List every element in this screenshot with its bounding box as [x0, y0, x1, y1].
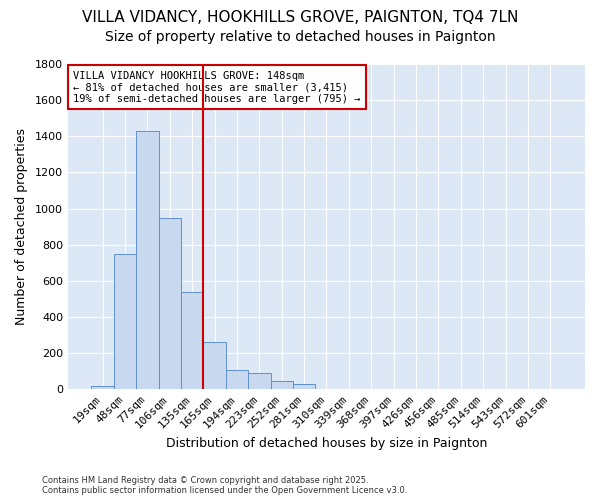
- X-axis label: Distribution of detached houses by size in Paignton: Distribution of detached houses by size …: [166, 437, 487, 450]
- Bar: [181, 292, 203, 390]
- Bar: [293, 384, 315, 390]
- Bar: [136, 131, 158, 390]
- Bar: [248, 373, 271, 390]
- Bar: [158, 218, 181, 390]
- Bar: [114, 254, 136, 390]
- Text: VILLA VIDANCY, HOOKHILLS GROVE, PAIGNTON, TQ4 7LN: VILLA VIDANCY, HOOKHILLS GROVE, PAIGNTON…: [82, 10, 518, 25]
- Text: VILLA VIDANCY HOOKHILLS GROVE: 148sqm
← 81% of detached houses are smaller (3,41: VILLA VIDANCY HOOKHILLS GROVE: 148sqm ← …: [73, 70, 361, 104]
- Bar: [338, 389, 360, 390]
- Bar: [203, 342, 226, 390]
- Bar: [271, 382, 293, 390]
- Bar: [91, 386, 114, 390]
- Y-axis label: Number of detached properties: Number of detached properties: [15, 128, 28, 325]
- Text: Contains HM Land Registry data © Crown copyright and database right 2025.
Contai: Contains HM Land Registry data © Crown c…: [42, 476, 407, 495]
- Text: Size of property relative to detached houses in Paignton: Size of property relative to detached ho…: [104, 30, 496, 44]
- Bar: [315, 388, 338, 390]
- Bar: [226, 370, 248, 390]
